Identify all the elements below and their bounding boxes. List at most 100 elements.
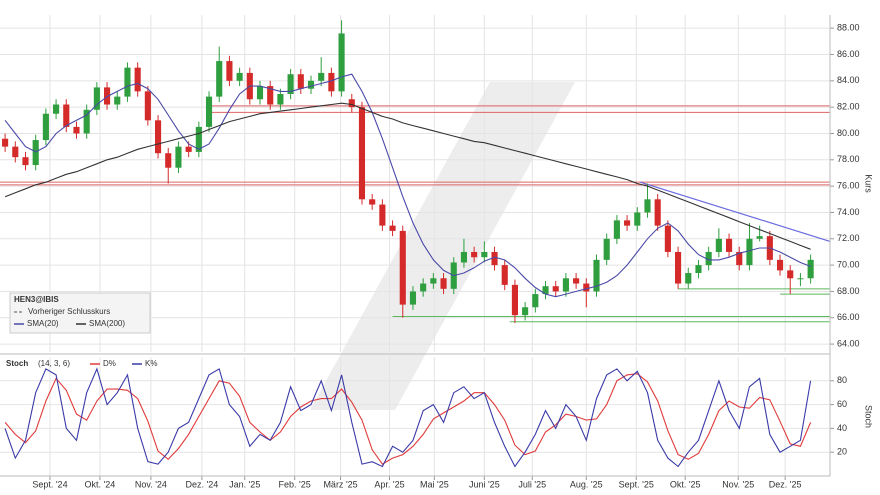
- candle-body: [185, 146, 192, 152]
- y-tick-label: 74.00: [837, 207, 860, 217]
- candle-body: [654, 199, 661, 226]
- candle-body: [369, 199, 376, 205]
- candle-body: [83, 109, 90, 134]
- candle-body: [746, 238, 753, 266]
- sma-line: [4, 102, 811, 250]
- panel-title: Stoch: [6, 359, 28, 368]
- candle-body: [216, 61, 223, 97]
- candle-body: [195, 126, 202, 152]
- y-tick-label: 88.00: [837, 23, 860, 33]
- legend-box: [9, 292, 151, 334]
- candle-body: [491, 251, 498, 266]
- y-tick-label: 40: [837, 423, 847, 433]
- legend-label: Vorheriger Schlusskurs: [28, 307, 110, 316]
- candle-body: [175, 146, 182, 168]
- y-tick-label: 84.00: [837, 75, 860, 85]
- candle-body: [205, 96, 213, 127]
- x-tick-label: Dez. '25: [769, 479, 802, 489]
- candle-body: [114, 96, 121, 105]
- candle-body: [399, 230, 406, 305]
- candle-body: [409, 291, 417, 305]
- legend-label: K%: [145, 359, 157, 368]
- candle-body: [328, 72, 335, 92]
- candle-body: [501, 265, 508, 285]
- candle-body: [583, 283, 590, 292]
- candle-body: [797, 278, 804, 280]
- candle-body: [93, 87, 100, 110]
- y-tick-label: 68.00: [837, 286, 860, 296]
- x-tick-label: März '25: [323, 479, 357, 489]
- candle-body: [134, 67, 141, 92]
- candle-body: [736, 251, 743, 266]
- candle-body: [2, 138, 9, 147]
- candle-body: [348, 99, 355, 108]
- candle-body: [522, 307, 529, 316]
- candle-body: [481, 251, 488, 258]
- candle-body: [542, 286, 549, 295]
- candle-body: [154, 120, 162, 154]
- x-tick-label: Apr. '25: [374, 479, 404, 489]
- candle-body: [787, 270, 794, 279]
- candle-body: [562, 278, 569, 292]
- legend-title: HEN3@IBIS: [14, 295, 59, 304]
- y-tick-label: 20: [837, 447, 847, 457]
- candle-body: [532, 294, 539, 308]
- candle-body: [358, 107, 366, 200]
- candle-body: [104, 87, 111, 105]
- candle-body: [12, 146, 19, 158]
- candle-body: [226, 61, 233, 81]
- y-tick-label: 76.00: [837, 181, 860, 191]
- candle-body: [307, 80, 315, 89]
- y-tick-label: 86.00: [837, 49, 860, 59]
- x-tick-label: Juli '25: [518, 479, 546, 489]
- candle-body: [624, 220, 631, 226]
- candle-body: [42, 113, 49, 141]
- candle-body: [685, 273, 692, 284]
- x-tick-label: Okt. '24: [85, 479, 116, 489]
- plot-layer: 64.00 66.00 68.00 70.00 72.00 74.00 76.00 78.00…: [0, 15, 874, 489]
- candle-body: [53, 104, 60, 114]
- stoch-line: [4, 373, 812, 465]
- candle-body: [32, 140, 39, 166]
- y-tick-label: 66.00: [837, 312, 860, 322]
- x-tick-label: Nov. '25: [722, 479, 754, 489]
- candle-body: [705, 251, 712, 266]
- legend-label: D%: [103, 359, 116, 368]
- candle-body: [471, 251, 478, 258]
- x-tick-label: Sept. '25: [619, 479, 654, 489]
- candle-body: [420, 283, 427, 292]
- candle-body: [22, 157, 29, 166]
- candle-body: [807, 259, 814, 279]
- stoch-line: [4, 367, 812, 468]
- candle-body: [338, 33, 345, 92]
- y-tick-label: 82.00: [837, 102, 860, 112]
- y-tick-label: 78.00: [837, 154, 860, 164]
- candle-body: [511, 284, 518, 316]
- candle-body: [73, 126, 80, 134]
- trend-line: [640, 181, 831, 242]
- candle-body: [236, 72, 243, 81]
- candle-body: [613, 220, 620, 239]
- candle-body: [644, 199, 651, 213]
- candle-body: [664, 225, 671, 252]
- candle-body: [256, 86, 264, 100]
- candle-body: [593, 259, 600, 292]
- candle-body: [430, 278, 437, 284]
- candle-body: [267, 86, 274, 105]
- x-tick-label: Sept. '24: [32, 479, 67, 489]
- candle-body: [124, 67, 131, 97]
- legend-label: SMA(200): [89, 319, 125, 328]
- candle-body: [165, 153, 172, 168]
- candle-body: [277, 93, 284, 105]
- y-axis-label: Kurs: [864, 174, 874, 193]
- y-tick-label: 64.00: [837, 338, 860, 348]
- candle-body: [389, 225, 396, 231]
- candle-body: [776, 259, 784, 271]
- x-tick-label: Mai '25: [420, 479, 449, 489]
- x-tick-label: Nov. '24: [135, 479, 167, 489]
- candle-body: [63, 104, 70, 127]
- x-tick-label: Dez. '24: [186, 479, 219, 489]
- candle-body: [460, 251, 468, 263]
